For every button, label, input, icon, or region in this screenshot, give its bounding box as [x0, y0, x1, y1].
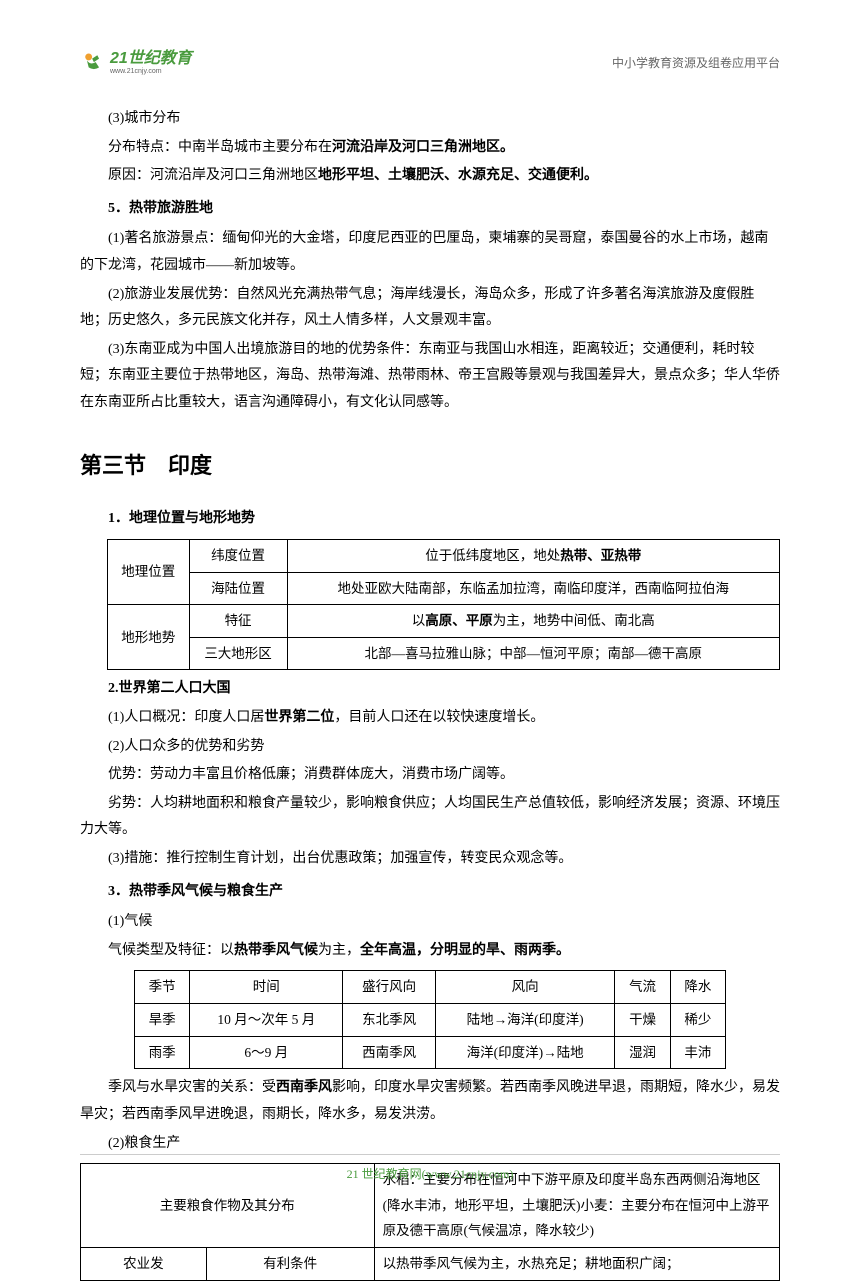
para-pop-2: (2)人口众多的优势和劣势 [80, 734, 780, 761]
cell-sea-desc: 地处亚欧大陆南部，东临孟加拉湾，南临印度洋，西南临阿拉伯海 [287, 572, 779, 605]
table-row: 海陆位置 地处亚欧大陆南部，东临孟加拉湾，南临印度洋，西南临阿拉伯海 [108, 572, 780, 605]
cell-h5: 气流 [615, 971, 670, 1004]
para-city-dist: (3)城市分布 [80, 106, 780, 133]
logo-text: 21世纪教育 www.21cnjy.com [110, 50, 192, 75]
cell-h2: 时间 [190, 971, 343, 1004]
cell-fav-desc: 以热带季风气候为主，水热充足；耕地面积广阔； [374, 1248, 779, 1281]
cell-lat-desc: 位于低纬度地区，地处热带、亚热带 [287, 539, 779, 572]
cell-lat: 纬度位置 [189, 539, 287, 572]
para-pop-1: (1)人口概况：印度人口居世界第二位，目前人口还在以较快速度增长。 [80, 705, 780, 732]
para-tourism-3: (3)东南亚成为中国人出境旅游目的地的优势条件：东南亚与我国山水相连，距离较近；… [80, 337, 780, 417]
logo-main-text: 21世纪教育 [110, 50, 192, 68]
heading-tourism: 5．热带旅游胜地 [80, 196, 780, 223]
para-food-prod: (2)粮食生产 [80, 1131, 780, 1158]
document-content: (3)城市分布 分布特点：中南半岛城市主要分布在河流沿岸及河口三角洲地区。 原因… [80, 106, 780, 1281]
cell-terrain: 地形地势 [108, 605, 190, 670]
para-tourism-1: (1)著名旅游景点：缅甸仰光的大金塔，印度尼西亚的巴厘岛，柬埔寨的吴哥窟，泰国曼… [80, 226, 780, 279]
table-geography: 地理位置 纬度位置 位于低纬度地区，地处热带、亚热带 海陆位置 地处亚欧大陆南部… [107, 539, 780, 671]
cell-dry-rain: 稀少 [670, 1004, 725, 1037]
heading-climate: 3．热带季风气候与粮食生产 [80, 879, 780, 906]
cell-agri: 农业发 [81, 1248, 207, 1281]
logo-icon [80, 50, 106, 76]
heading-geo: 1．地理位置与地形地势 [80, 506, 780, 533]
para-tourism-2: (2)旅游业发展优势：自然风光充满热带气息；海岸线漫长，海岛众多，形成了许多著名… [80, 282, 780, 335]
logo: 21世纪教育 www.21cnjy.com [80, 50, 192, 76]
table-row: 旱季 10 月～次年 5 月 东北季风 陆地→海洋(印度洋) 干燥 稀少 [135, 1004, 726, 1037]
cell-rain: 雨季 [135, 1036, 190, 1069]
para-pop-disadv: 劣势：人均耕地面积和粮食产量较少，影响粮食供应；人均国民生产总值较低，影响经济发… [80, 791, 780, 844]
cell-regions-desc: 北部—喜马拉雅山脉；中部—恒河平原；南部—德干高原 [287, 637, 779, 670]
header-right-text: 中小学教育资源及组卷应用平台 [612, 52, 780, 75]
para-climate-2: 气候类型及特征：以热带季风气候为主，全年高温，分明显的旱、雨两季。 [80, 938, 780, 965]
cell-h4: 风向 [435, 971, 615, 1004]
para-dist-feature: 分布特点：中南半岛城市主要分布在河流沿岸及河口三角洲地区。 [80, 135, 780, 162]
table-row: 地形地势 特征 以高原、平原为主，地势中间低、南北高 [108, 605, 780, 638]
cell-h6: 降水 [670, 971, 725, 1004]
page-footer: 21 世纪教育网(www.21cnjy.com) [80, 1154, 780, 1186]
para-pop-adv: 优势：劳动力丰富且价格低廉；消费群体庞大，消费市场广阔等。 [80, 762, 780, 789]
table-row: 农业发 有利条件 以热带季风气候为主，水热充足；耕地面积广阔； [81, 1248, 780, 1281]
cell-rain-rain: 丰沛 [670, 1036, 725, 1069]
cell-regions: 三大地形区 [189, 637, 287, 670]
page-header: 21世纪教育 www.21cnjy.com 中小学教育资源及组卷应用平台 [80, 50, 780, 76]
cell-dry: 旱季 [135, 1004, 190, 1037]
cell-dry-dir: 陆地→海洋(印度洋) [435, 1004, 615, 1037]
heading-population: 2.世界第二人口大国 [80, 676, 780, 703]
section-title-india: 第三节 印度 [80, 445, 780, 487]
cell-sea: 海陆位置 [189, 572, 287, 605]
cell-feature: 特征 [189, 605, 287, 638]
table-row: 地理位置 纬度位置 位于低纬度地区，地处热带、亚热带 [108, 539, 780, 572]
table-row: 雨季 6～9 月 西南季风 海洋(印度洋)→陆地 湿润 丰沛 [135, 1036, 726, 1069]
table-row: 季节 时间 盛行风向 风向 气流 降水 [135, 971, 726, 1004]
table-row: 三大地形区 北部—喜马拉雅山脉；中部—恒河平原；南部—德干高原 [108, 637, 780, 670]
para-climate-1: (1)气候 [80, 909, 780, 936]
para-pop-measure: (3)措施：推行控制生育计划，出台优惠政策；加强宣传，转变民众观念等。 [80, 846, 780, 873]
cell-rain-time: 6～9 月 [190, 1036, 343, 1069]
cell-dry-wind: 东北季风 [343, 1004, 436, 1037]
cell-fav-cond: 有利条件 [206, 1248, 374, 1281]
cell-h3: 盛行风向 [343, 971, 436, 1004]
cell-geo-pos: 地理位置 [108, 539, 190, 604]
cell-rain-dir: 海洋(印度洋)→陆地 [435, 1036, 615, 1069]
logo-sub-text: www.21cnjy.com [110, 68, 192, 76]
cell-rain-air: 湿润 [615, 1036, 670, 1069]
para-reason: 原因：河流沿岸及河口三角洲地区地形平坦、土壤肥沃、水源充足、交通便利。 [80, 163, 780, 190]
cell-rain-wind: 西南季风 [343, 1036, 436, 1069]
cell-feature-desc: 以高原、平原为主，地势中间低、南北高 [287, 605, 779, 638]
cell-h1: 季节 [135, 971, 190, 1004]
cell-dry-air: 干燥 [615, 1004, 670, 1037]
table-monsoon: 季节 时间 盛行风向 风向 气流 降水 旱季 10 月～次年 5 月 东北季风 … [134, 970, 726, 1069]
cell-dry-time: 10 月～次年 5 月 [190, 1004, 343, 1037]
para-monsoon-disaster: 季风与水旱灾害的关系：受西南季风影响，印度水旱灾害频繁。若西南季风晚进早退，雨期… [80, 1075, 780, 1128]
